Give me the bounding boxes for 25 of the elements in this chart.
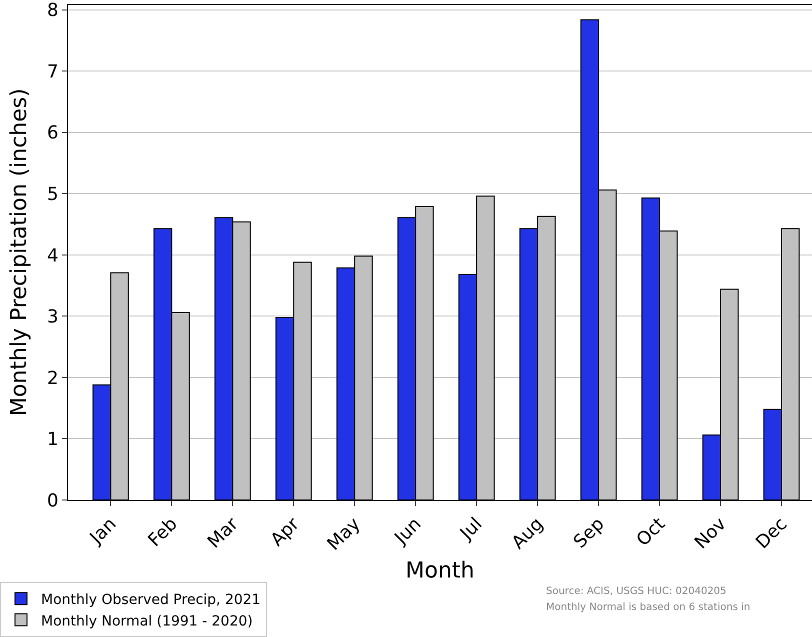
y-tick-label: 0 <box>46 490 58 512</box>
x-tick-label: Oct <box>632 514 670 551</box>
x-tick-label: Dec <box>752 514 792 554</box>
x-tick-label: Nov <box>690 513 731 554</box>
text: Monthly Normal is based on 6 stations in <box>546 602 750 613</box>
y-tick-label: 1 <box>46 429 58 450</box>
y-tick-label: 8 <box>46 0 58 22</box>
x-tick-label: Apr <box>266 513 304 551</box>
x-tick-label: Jun <box>390 514 426 550</box>
y-axis-title: Monthly Precipitation (inches) <box>7 88 32 416</box>
legend-label: Monthly Observed Precip, 2021 <box>41 592 261 608</box>
x-tick-label: Jul <box>456 514 486 545</box>
x-tick-label: Mar <box>204 513 243 553</box>
x-axis-title: Month <box>406 558 474 584</box>
legend-label: Monthly Normal (1991 - 2020) <box>41 613 253 630</box>
y-tick-label: 5 <box>46 184 58 205</box>
y-tick-label: 2 <box>46 368 58 389</box>
y-tick-label: 6 <box>46 122 58 144</box>
y-tick-label: 4 <box>46 245 58 266</box>
source-note: Source: ACIS, USGS HUC: 02040205 <box>546 586 726 597</box>
y-tick-label: 7 <box>46 61 58 82</box>
x-tick-label: Jan <box>85 514 121 549</box>
x-tick-label: Feb <box>144 514 182 552</box>
x-tick-label: Sep <box>570 514 608 552</box>
y-tick-label: 3 <box>46 306 58 328</box>
